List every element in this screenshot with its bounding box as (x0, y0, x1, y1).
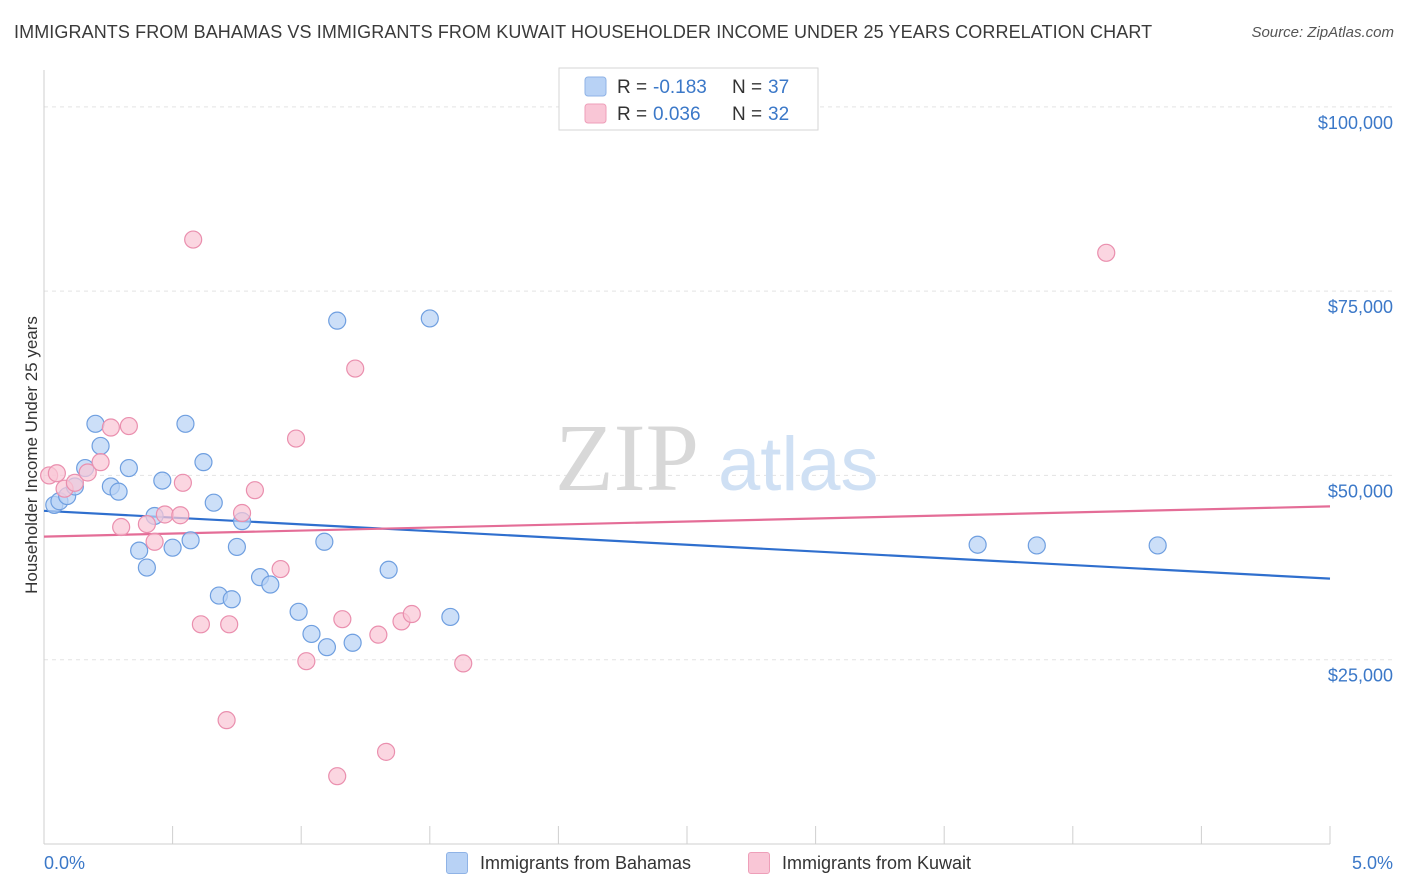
watermark-zip: ZIP (555, 404, 699, 511)
data-point-bahamas (176, 414, 195, 433)
data-point-kuwait (271, 559, 290, 579)
data-point-kuwait (402, 604, 421, 624)
data-point-bahamas (315, 532, 334, 551)
data-point-bahamas (130, 541, 149, 560)
data-point-kuwait (297, 652, 316, 671)
legend-n-value-kuwait: 32 (768, 104, 789, 125)
trendline-kuwait (43, 505, 1331, 538)
bottom-legend-label-bahamas: Immigrants from Bahamas (480, 852, 692, 873)
data-point-bahamas (968, 535, 987, 554)
legend-n-value-bahamas: 37 (768, 77, 789, 98)
chart-title: IMMIGRANTS FROM BAHAMAS VS IMMIGRANTS FR… (14, 22, 1153, 42)
bottom-legend-label-kuwait: Immigrants from Kuwait (782, 852, 972, 873)
data-point-kuwait (65, 473, 84, 492)
data-point-bahamas (153, 471, 172, 490)
legend-n-label-bahamas: N = (732, 77, 762, 98)
data-point-kuwait (145, 532, 164, 551)
legend-swatch-bahamas (584, 76, 607, 97)
legend-r-value-bahamas: -0.183 (653, 77, 707, 98)
data-point-bahamas (137, 558, 156, 577)
data-point-bahamas (379, 560, 398, 579)
legend-r-value-kuwait: 0.036 (653, 104, 701, 125)
data-point-kuwait (376, 742, 396, 761)
data-point-kuwait (101, 418, 120, 437)
bottom-legend-kuwait: Immigrants from Kuwait (748, 852, 971, 874)
data-point-kuwait (220, 615, 239, 634)
data-point-bahamas (328, 311, 347, 330)
data-point-kuwait (1097, 243, 1116, 262)
legend-n-label-kuwait: N = (732, 104, 762, 125)
y-axis-label: Householder Income Under 25 years (22, 316, 41, 594)
bottom-legend-swatch-bahamas (446, 852, 468, 874)
data-point-bahamas (204, 493, 223, 512)
data-points (40, 230, 1167, 786)
y-tick-label: $75,000 (1328, 297, 1393, 317)
data-point-bahamas (317, 638, 337, 657)
data-point-kuwait (137, 514, 156, 534)
data-point-kuwait (155, 505, 174, 524)
data-point-kuwait (217, 711, 236, 730)
legend-r-label-bahamas: R = (617, 77, 647, 98)
data-point-kuwait (119, 416, 138, 436)
data-point-bahamas (86, 414, 105, 433)
y-tick-label: $25,000 (1328, 666, 1393, 686)
data-point-kuwait (173, 473, 192, 492)
data-point-kuwait (245, 481, 265, 500)
data-point-bahamas (261, 575, 280, 594)
watermark: ZIP atlas (555, 404, 879, 511)
data-point-kuwait (454, 654, 473, 673)
watermark-atlas: atlas (718, 422, 879, 507)
data-point-kuwait (232, 503, 252, 523)
axes (43, 70, 1331, 845)
x-tick-label-max: 5.0% (1352, 853, 1393, 873)
data-point-bahamas (343, 633, 362, 652)
data-point-kuwait (328, 767, 347, 786)
gridlines (44, 106, 1392, 661)
data-point-bahamas (420, 309, 439, 328)
data-point-kuwait (286, 429, 306, 448)
data-point-kuwait (112, 517, 131, 537)
data-point-kuwait (184, 230, 203, 249)
data-point-bahamas (302, 624, 321, 644)
y-tick-label: $50,000 (1328, 481, 1393, 501)
data-point-kuwait (191, 615, 210, 634)
trendline-bahamas (43, 509, 1331, 580)
data-point-bahamas (109, 482, 128, 501)
data-point-kuwait (171, 506, 190, 525)
data-point-bahamas (163, 538, 182, 557)
y-tick-label: $100,000 (1318, 113, 1393, 133)
data-point-kuwait (47, 464, 66, 483)
data-point-bahamas (194, 453, 213, 472)
data-point-bahamas (1148, 536, 1167, 555)
bottom-legend-swatch-kuwait (748, 852, 770, 874)
data-point-kuwait (333, 610, 352, 629)
legend-swatch-kuwait (584, 103, 607, 124)
x-tick-labels: 0.0% 5.0% (44, 853, 1393, 873)
data-point-bahamas (119, 458, 138, 478)
data-point-bahamas (222, 590, 241, 609)
chart-source: Source: ZipAtlas.com (1251, 24, 1394, 41)
legend-r-label-kuwait: R = (617, 104, 647, 125)
data-point-bahamas (1027, 536, 1046, 555)
data-point-bahamas (91, 436, 110, 456)
data-point-kuwait (78, 463, 97, 482)
top-legend: R = -0.183 N = 37 R = 0.036 N = 32 (558, 67, 819, 131)
data-point-bahamas (289, 602, 308, 621)
trendlines (43, 505, 1331, 580)
data-point-kuwait (91, 453, 110, 472)
data-point-bahamas (441, 607, 460, 627)
data-point-bahamas (227, 537, 246, 557)
bottom-legend-bahamas: Immigrants from Bahamas (446, 852, 691, 874)
x-tick-label-min: 0.0% (44, 853, 85, 873)
y-tick-labels: $25,000 $50,000 $75,000 $100,000 (1318, 113, 1393, 686)
data-point-bahamas (181, 531, 200, 550)
data-point-kuwait (369, 625, 388, 644)
data-point-kuwait (346, 359, 365, 378)
